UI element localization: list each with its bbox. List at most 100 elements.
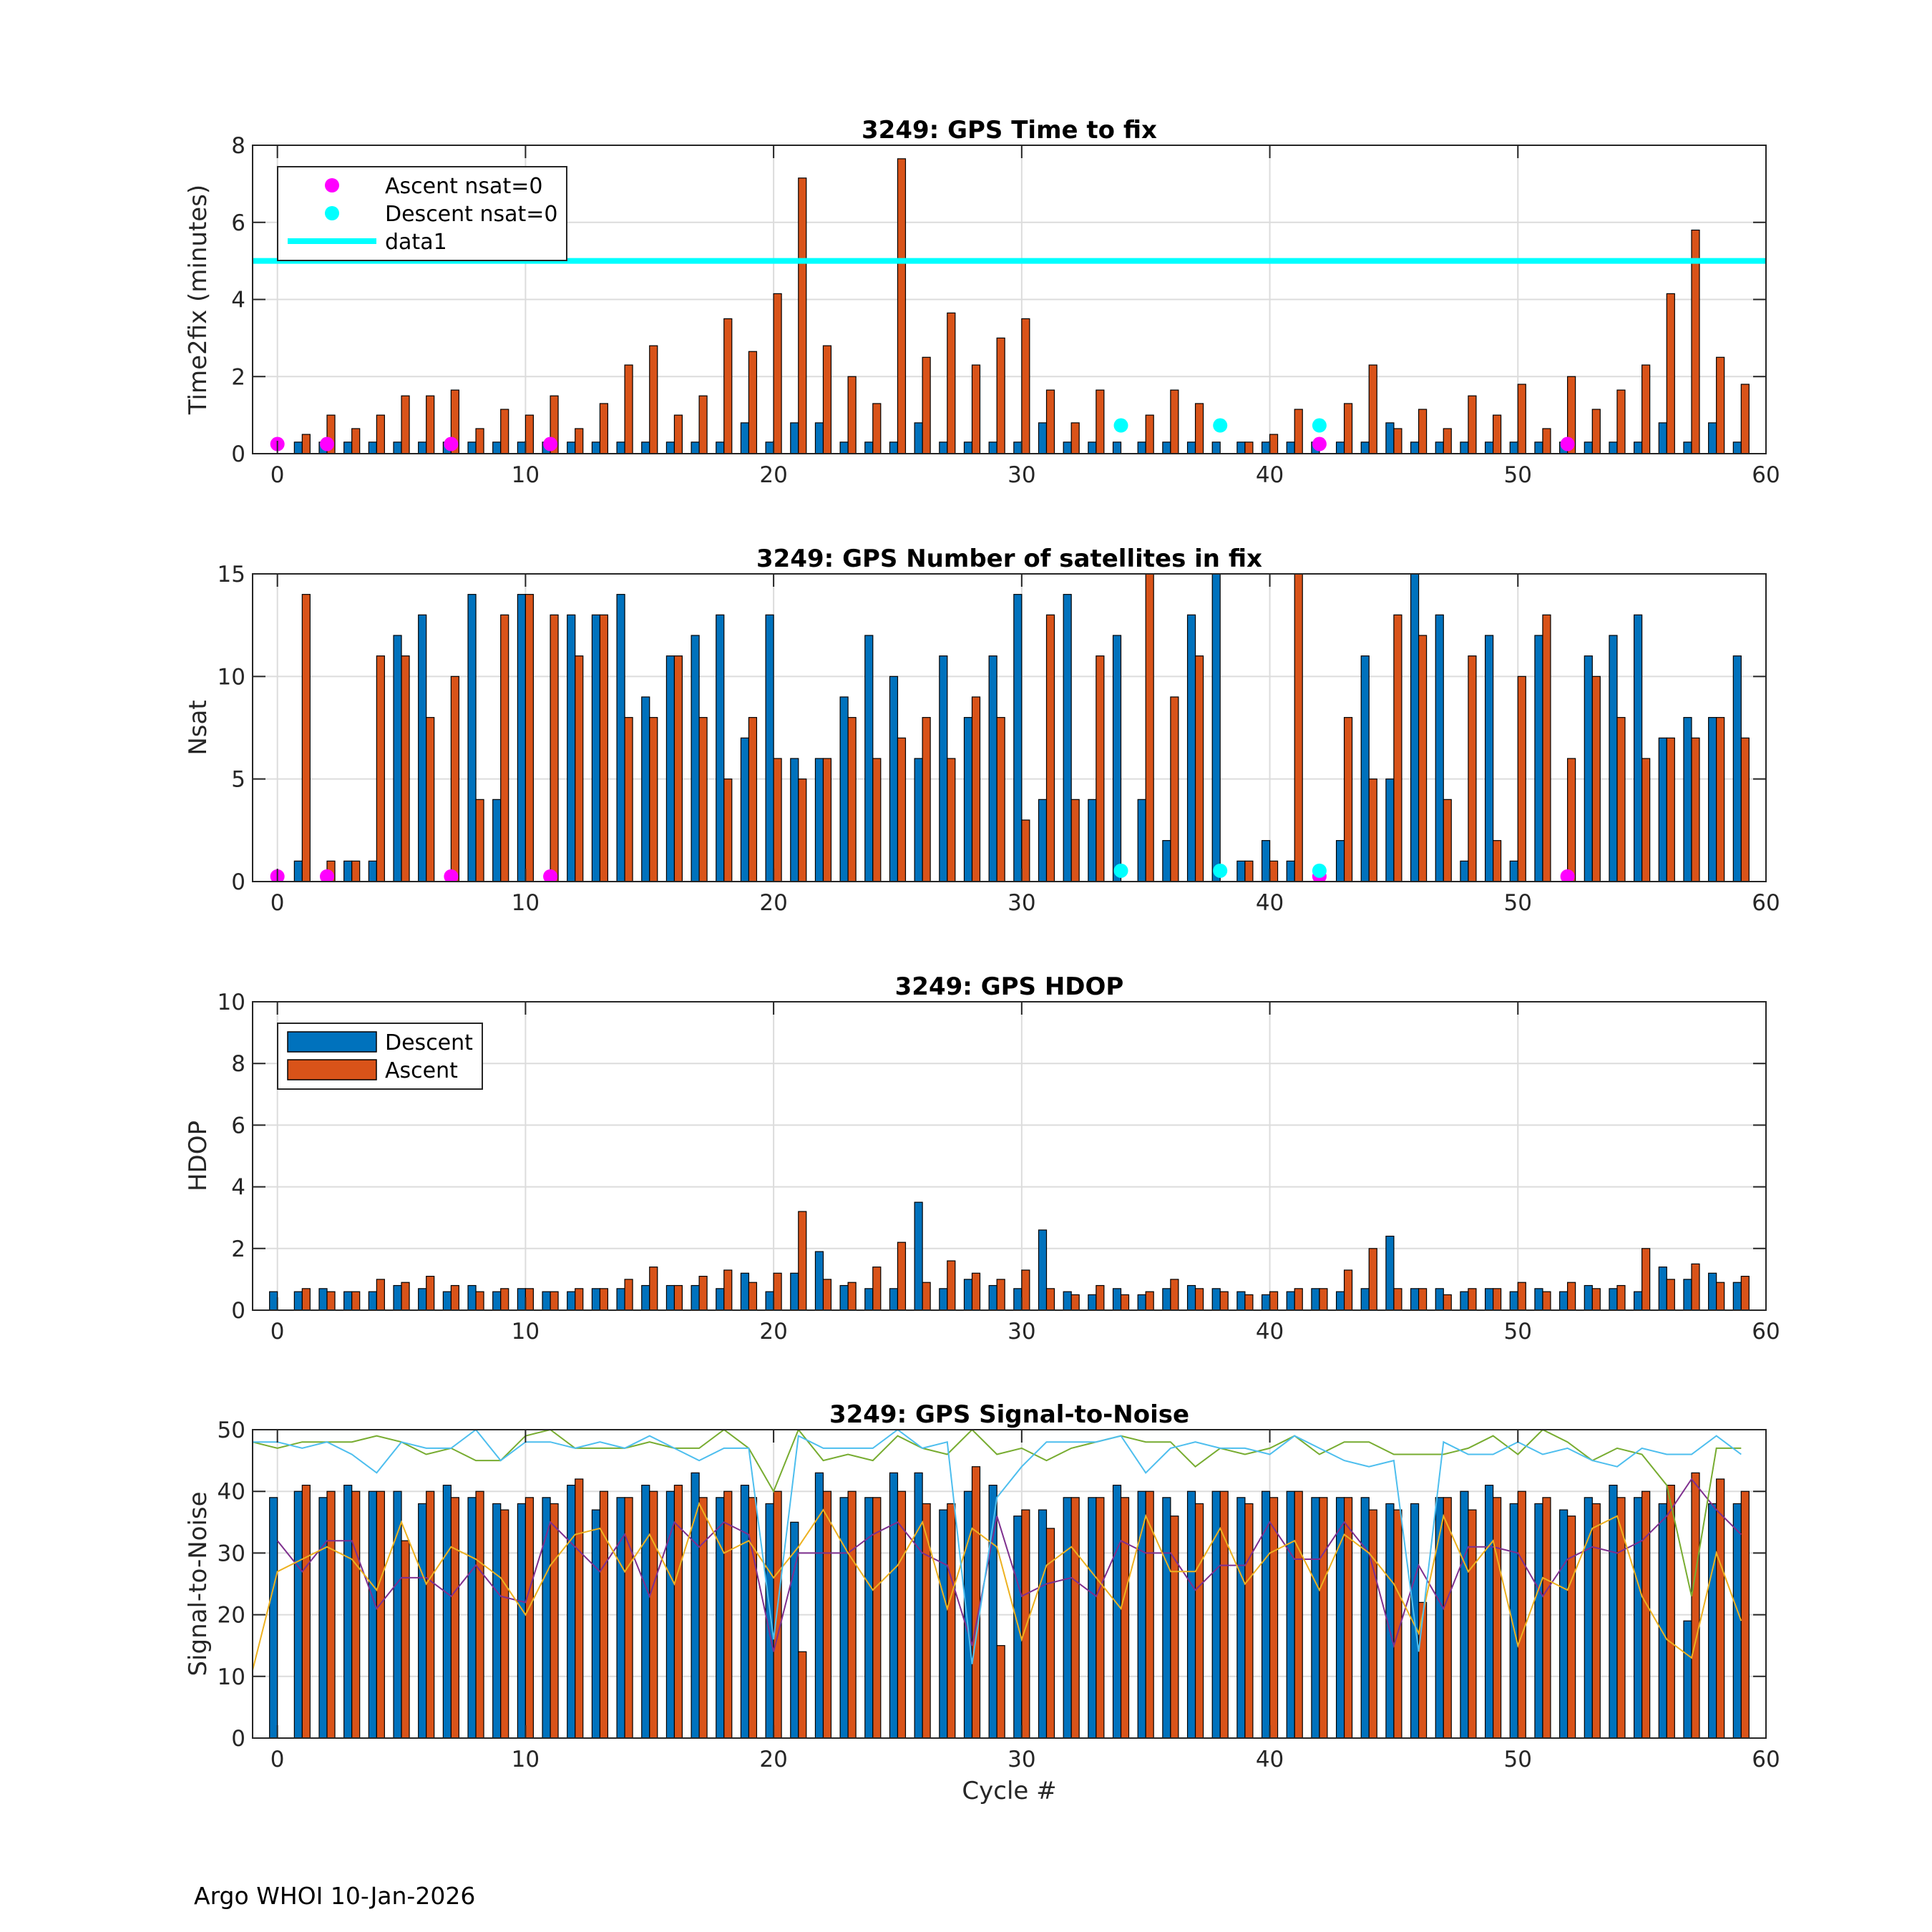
descent-bar-33 (1088, 1294, 1097, 1310)
axes-box (252, 1429, 1767, 1739)
descent-bar-1 (293, 1291, 303, 1310)
ascent-bar-23 (847, 717, 857, 882)
ascent-bar-13 (599, 614, 609, 882)
descent-bar-23 (839, 1284, 849, 1310)
ascent-bar-2 (326, 1491, 336, 1738)
ascent-bar-49 (1493, 414, 1502, 454)
ascent-bar-47 (1443, 799, 1452, 882)
chart-title: 3249: GPS HDOP (895, 972, 1124, 1001)
x-tick-label: 0 (270, 890, 285, 916)
descent-bar-41 (1286, 1291, 1295, 1310)
descent-bar-27 (939, 1288, 948, 1310)
descent-bar-30 (1013, 441, 1023, 454)
ascent-bar-32 (1070, 1294, 1080, 1310)
ascent-bar-39 (1244, 1294, 1254, 1310)
ascent-bar-54 (1616, 717, 1626, 882)
ascent-bar-17 (698, 1497, 708, 1738)
ascent-bar-41 (1294, 1491, 1303, 1738)
y-tick-label: 0 (231, 441, 245, 467)
ascent-bar-12 (575, 1288, 584, 1310)
descent-bar-26 (914, 1201, 923, 1310)
descent-bar-3 (343, 1484, 353, 1738)
x-tick-label: 40 (1256, 890, 1284, 916)
ascent-bar-56 (1666, 1484, 1675, 1738)
descent-bar-34 (1112, 1484, 1122, 1738)
x-tick-label: 0 (270, 1747, 285, 1772)
descent-bar-56 (1658, 1267, 1667, 1310)
descent-bar-58 (1708, 1272, 1717, 1310)
ascent-bar-34 (1120, 1497, 1130, 1738)
descent-bar-3 (343, 441, 353, 454)
ascent-bar-16 (673, 1284, 683, 1310)
ascent-bar-35 (1145, 1291, 1154, 1310)
ascent-bar-54 (1616, 389, 1626, 454)
descent-bar-22 (814, 1251, 824, 1310)
ascent-bar-11 (550, 614, 559, 882)
descent-bar-20 (765, 441, 774, 454)
descent-bar-55 (1634, 1291, 1643, 1310)
ascent-bar-56 (1666, 737, 1675, 882)
descent-bar-6 (418, 1503, 427, 1738)
ascent-bar-40 (1269, 860, 1279, 882)
ascent-bar-24 (872, 1497, 882, 1738)
ascent-bar-16 (673, 1484, 683, 1738)
panel-snr: 0 10 20 30 40 50 60 0 10 20 30 40 50 3249: GPS Signal… (184, 1400, 1780, 1805)
descent-bar-57 (1683, 1279, 1692, 1310)
descent-bar-50 (1509, 860, 1518, 882)
ascent-bar-19 (748, 351, 758, 454)
descent-bar-23 (839, 1497, 849, 1738)
ascent-bar-21 (798, 1651, 807, 1738)
ascent-bar-18 (723, 779, 733, 882)
descent-bar-25 (889, 675, 899, 882)
ascent-bar-36 (1170, 1516, 1179, 1738)
descent-bar-53 (1584, 1284, 1593, 1310)
ascent-bar-22 (822, 1491, 832, 1738)
ascent-bar-7 (450, 675, 459, 882)
ascent-bar-29 (996, 717, 1005, 882)
ascent-bar-43 (1343, 1269, 1353, 1310)
ascent-bar-6 (426, 1275, 435, 1310)
axes-box (252, 1001, 1767, 1311)
ascent-bar-24 (872, 403, 882, 454)
ascent-bar-14 (624, 1279, 633, 1310)
ascent-bar-48 (1468, 655, 1477, 882)
descent-bar-35 (1137, 441, 1146, 454)
ascent-bar-14 (624, 364, 633, 454)
ascent-bar-1 (301, 1288, 311, 1310)
x-tick-label: 10 (512, 890, 540, 916)
descent-bar-50 (1509, 1291, 1518, 1310)
ascent-bar-32 (1070, 1497, 1080, 1738)
ascent-bar-31 (1045, 614, 1055, 882)
ascent-bar-58 (1716, 717, 1725, 882)
ascent-bar-29 (996, 337, 1005, 454)
ascent-bar-23 (847, 1282, 857, 1310)
descent-bar-36 (1162, 840, 1171, 882)
ascent-bar-55 (1641, 758, 1651, 882)
descent-bar-58 (1708, 1503, 1717, 1738)
ascent-bar-5 (401, 395, 410, 454)
ascent-bar-47 (1443, 428, 1452, 454)
ascent-bar-4 (376, 1279, 385, 1310)
ascent-bar-12 (575, 1478, 584, 1738)
ascent-bar-5 (401, 1282, 410, 1310)
descent-bar-16 (665, 441, 675, 454)
descent-bar-32 (1063, 594, 1072, 882)
descent-bar-8 (467, 1497, 477, 1738)
ascent-bar-22 (822, 345, 832, 454)
legend-label: Ascent nsat=0 (385, 174, 542, 199)
ascent-bar-46 (1418, 1288, 1428, 1310)
y-tick-label: 6 (231, 210, 245, 236)
y-tick-label: 10 (218, 664, 245, 690)
ascent-bar-53 (1591, 1288, 1601, 1310)
descent-bar-54 (1609, 635, 1618, 882)
x-axis-label: Cycle # (962, 1777, 1056, 1805)
y-tick-label: 10 (218, 1664, 245, 1690)
descent-bar-38 (1211, 1288, 1221, 1310)
descent-bar-32 (1063, 1291, 1072, 1310)
descent-bar-9 (492, 1291, 502, 1310)
descent-bar-5 (393, 1284, 402, 1310)
descent-bar-38 (1211, 1491, 1221, 1738)
descent-bar-37 (1186, 441, 1196, 454)
descent-bar-27 (939, 441, 948, 454)
ascent-bar-59 (1740, 1491, 1750, 1738)
